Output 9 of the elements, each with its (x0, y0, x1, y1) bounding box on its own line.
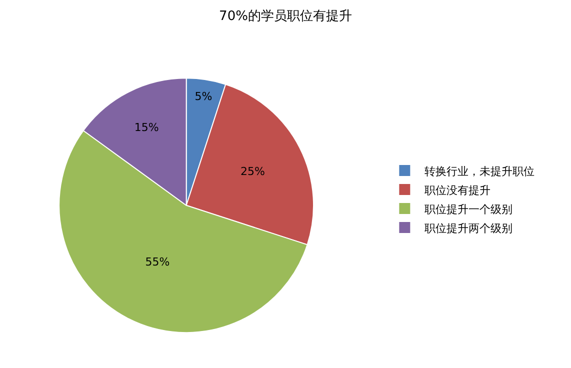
data-label: 25% (240, 165, 265, 178)
legend-label: 职位没有提升 (424, 184, 491, 197)
chart-title: 70%的学员职位有提升 (219, 9, 352, 24)
legend-label: 职位提升一个级别 (424, 202, 513, 216)
legend-label: 转换行业，未提升职位 (424, 164, 535, 178)
data-label: 5% (194, 90, 212, 104)
data-label: 15% (134, 120, 159, 134)
data-label: 55% (145, 256, 170, 269)
legend-label: 职位提升两个级别 (424, 222, 513, 235)
